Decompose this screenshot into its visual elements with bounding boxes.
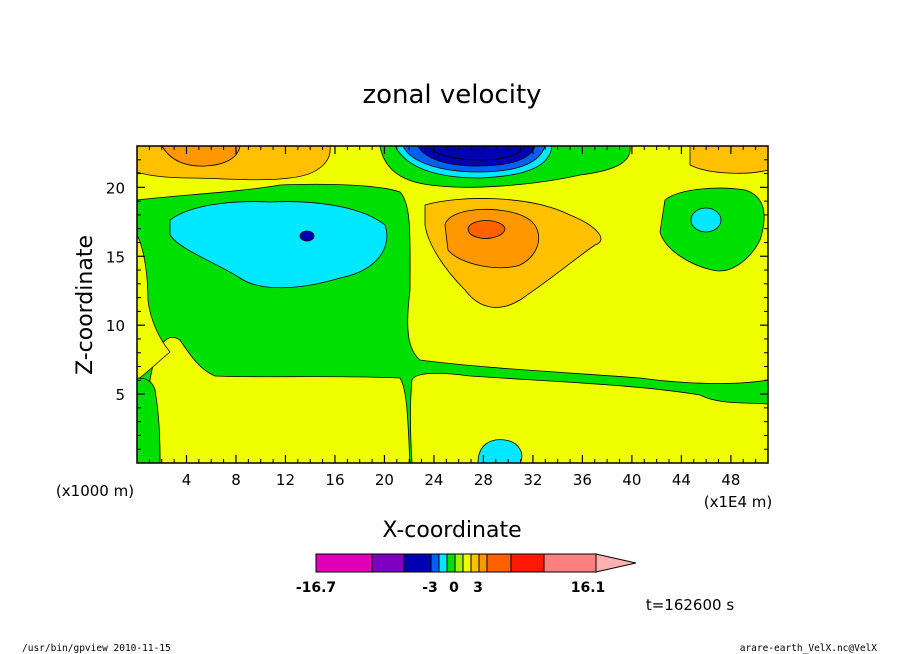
contour-region — [169, 201, 388, 289]
contour-region — [477, 439, 523, 463]
time-label: t=162600 s — [646, 596, 734, 614]
y-tick-label: 10 — [106, 317, 125, 335]
colorbar-tick-label: -16.7 — [296, 580, 336, 596]
y-tick-label: 5 — [115, 386, 125, 404]
colorbar-swatch — [478, 553, 488, 573]
chart-title: zonal velocity — [362, 80, 541, 110]
colorbar-swatch — [438, 553, 448, 573]
x-tick-label: 32 — [523, 471, 542, 489]
contour-region — [427, 146, 526, 161]
colorbar-swatch — [446, 553, 456, 573]
colorbar-swatch — [430, 553, 440, 573]
x-tick-label: 36 — [573, 471, 592, 489]
x-tick-label: 20 — [375, 471, 394, 489]
contour-region — [161, 146, 241, 167]
colorbar-swatch — [486, 553, 512, 573]
colorbar-swatch — [470, 553, 480, 573]
x-axis-label: X-coordinate — [382, 518, 521, 543]
contour-region — [689, 146, 768, 174]
colorbar-swatch — [454, 553, 464, 573]
x-tick-label: 12 — [276, 471, 295, 489]
colorbar-ticks: -16.7 -3 0 3 16.1 — [296, 580, 605, 596]
contour-region — [299, 230, 315, 242]
colorbar-swatch — [403, 553, 432, 573]
x-tick-label: 8 — [231, 471, 241, 489]
colorbar — [315, 553, 637, 573]
y-axis-label: Z-coordinate — [73, 235, 98, 375]
x-tick-label: 4 — [182, 471, 192, 489]
footer-right: arare-earth_VelX.nc@VelX — [740, 643, 878, 654]
colorbar-tick-label: 3 — [473, 580, 483, 596]
x-axis: 4 8 12 16 20 24 28 32 36 40 44 48 — [148, 146, 757, 489]
x-tick-label: 44 — [672, 471, 691, 489]
colorbar-tick-label: -3 — [422, 580, 438, 596]
plot-frame — [136, 145, 769, 464]
contour-plot-area — [137, 146, 768, 463]
y-tick-label: 15 — [106, 248, 125, 266]
x-tick-label: 28 — [474, 471, 493, 489]
contour-region — [467, 220, 506, 239]
y-tick-label: 20 — [106, 179, 125, 197]
colorbar-swatch — [510, 553, 545, 573]
colorbar-swatch — [315, 553, 373, 573]
contour-region — [137, 377, 161, 463]
x-tick-label: 24 — [424, 471, 443, 489]
footer-left: /usr/bin/gpview 2010-11-15 — [22, 643, 171, 654]
x-scale-note: (x1E4 m) — [704, 493, 773, 511]
y-axis: 5 10 15 20 — [106, 159, 768, 450]
contour-region — [444, 208, 539, 269]
colorbar-swatch — [543, 553, 597, 573]
x-tick-label: 48 — [721, 471, 740, 489]
x-tick-label: 16 — [325, 471, 344, 489]
colorbar-tick-label: 0 — [449, 580, 459, 596]
colorbar-swatch — [371, 553, 405, 573]
colorbar-swatch — [462, 553, 472, 573]
colorbar-arrow — [595, 553, 637, 573]
contour-region — [690, 207, 722, 233]
y-scale-note: (x1000 m) — [56, 482, 134, 500]
x-tick-label: 40 — [622, 471, 641, 489]
colorbar-tick-label: 16.1 — [571, 580, 606, 596]
contour-region — [137, 234, 171, 381]
